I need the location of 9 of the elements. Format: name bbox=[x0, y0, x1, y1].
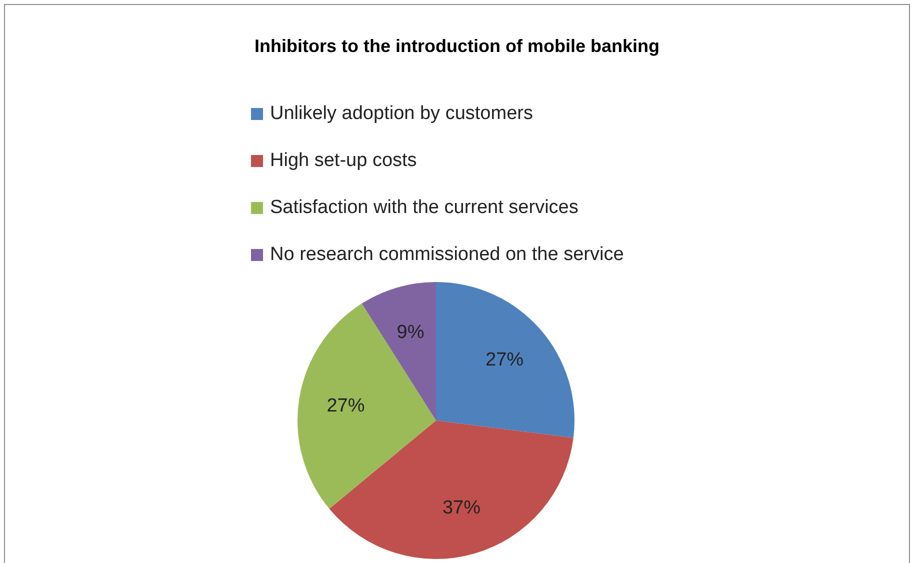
data-label: 27% bbox=[326, 395, 365, 416]
data-label: 27% bbox=[486, 349, 524, 370]
data-label: 37% bbox=[442, 498, 481, 519]
legend-label: High set-up costs bbox=[270, 150, 417, 172]
legend-label: Satisfaction with the current services bbox=[270, 196, 578, 218]
data-label: 9% bbox=[396, 322, 424, 343]
legend-label: No research commissioned on the service bbox=[270, 244, 624, 266]
legend-label: Unlikely adoption by customers bbox=[270, 102, 533, 124]
chart-title: Inhibitors to the introduction of mobile banking bbox=[254, 36, 660, 57]
